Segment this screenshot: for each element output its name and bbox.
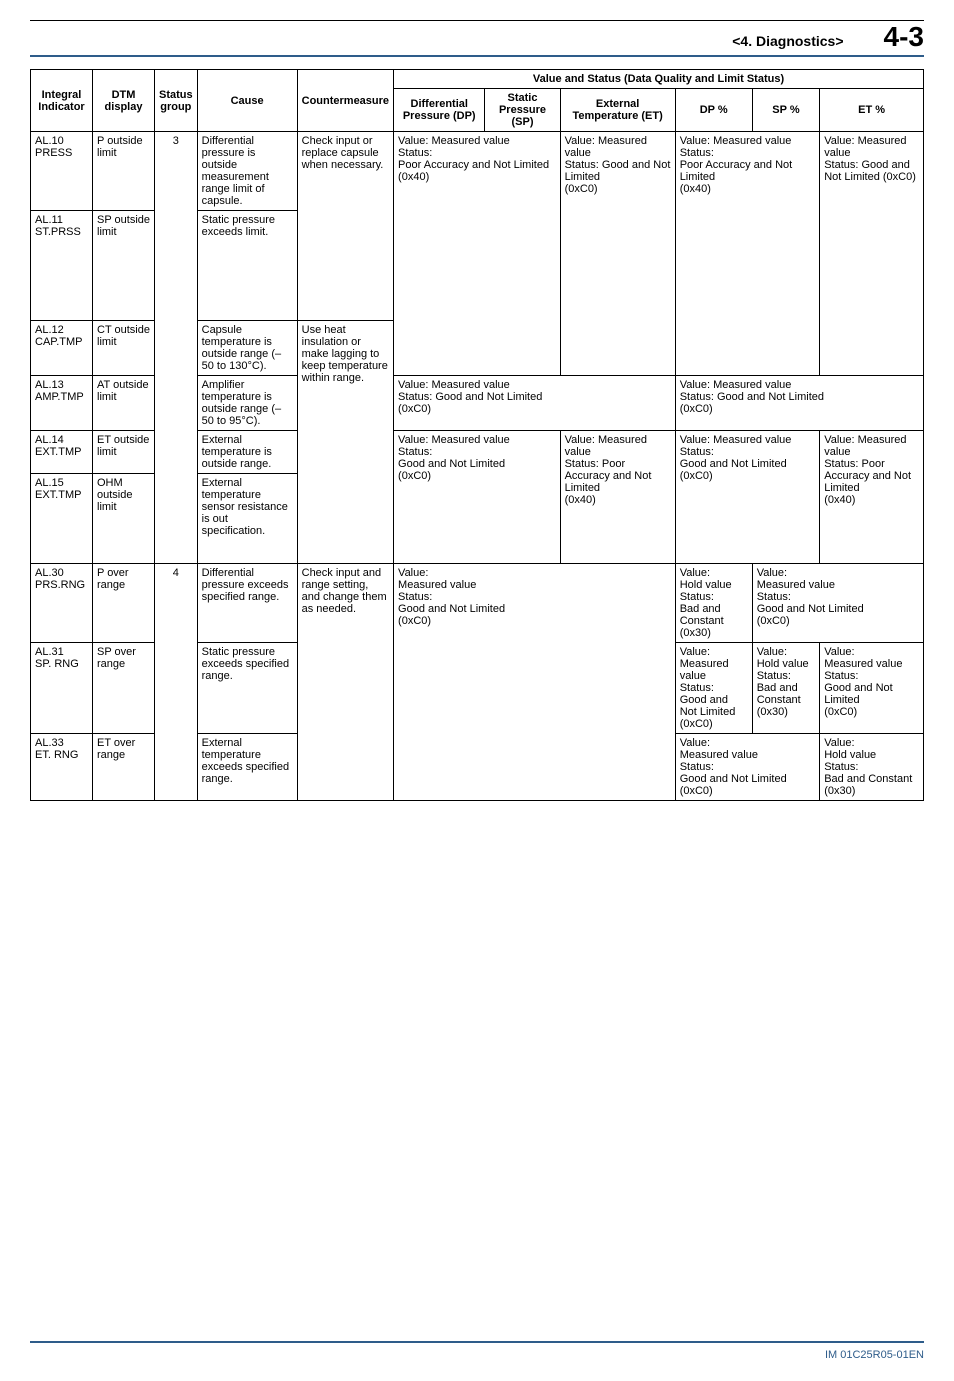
cell-dp-sp-pct: Value: Measured value Status: Good and N… (675, 734, 820, 801)
cell-cause: Differential pressure is outside measure… (197, 132, 297, 211)
col-et-pct: ET % (820, 89, 924, 132)
cell-et-pct: Value: Measured value Status: Good and N… (820, 132, 924, 376)
table-row: AL.10 PRESS P outside limit 3 Differenti… (31, 132, 924, 211)
col-dp-pct: DP % (675, 89, 752, 132)
cell-dtm: SP over range (93, 643, 155, 734)
page-number: 4-3 (884, 21, 924, 53)
cell-et-ext: Value: Measured value Status: Poor Accur… (560, 431, 675, 564)
cell-dtm: P over range (93, 564, 155, 643)
cell-integral: AL.13 AMP.TMP (31, 376, 93, 431)
cell-status-group: 3 (155, 132, 198, 564)
footer: IM 01C25R05-01EN (30, 1341, 924, 1361)
cell-cause: Differential pressure exceeds specified … (197, 564, 297, 643)
cell-integral: AL.11 ST.PRSS (31, 211, 93, 321)
cell-dp-full: Value: Measured value Status: Good and N… (394, 564, 676, 801)
cell-dp-sp: Value: Measured value Status: Good and N… (394, 431, 561, 564)
cell-cause: Amplifier temperature is outside range (… (197, 376, 297, 431)
cell-integral: AL.30 PRS.RNG (31, 564, 93, 643)
page-header: <4. Diagnostics> 4-3 (30, 20, 924, 53)
cell-sp-pct: Value: Hold value Status: Bad and Consta… (752, 643, 820, 734)
col-dtm: DTM display (93, 70, 155, 132)
cell-dtm: P outside limit (93, 132, 155, 211)
cell-dp-pct-full: Value: Measured value Status: Good and N… (675, 376, 923, 431)
cell-dtm: SP outside limit (93, 211, 155, 321)
col-super-header: Value and Status (Data Quality and Limit… (394, 70, 924, 89)
cell-integral: AL.15 EXT.TMP (31, 474, 93, 564)
cell-cause: External temperature sensor resistance i… (197, 474, 297, 564)
cell-integral: AL.14 EXT.TMP (31, 431, 93, 474)
cell-dp-sp: Value: Measured value Status: Poor Accur… (394, 132, 561, 376)
cell-cause: Static pressure exceeds specified range. (197, 643, 297, 734)
cell-status-group: 4 (155, 564, 198, 801)
cell-dp-pct: Value: Measured value Status: Good and N… (675, 643, 752, 734)
col-countermeasure: Countermeasure (297, 70, 393, 132)
diagnostics-table: Integral Indicator DTM display Status gr… (30, 69, 924, 801)
cell-integral: AL.10 PRESS (31, 132, 93, 211)
doc-id: IM 01C25R05-01EN (825, 1349, 924, 1361)
cell-et-pct: Value: Measured value Status: Poor Accur… (820, 431, 924, 564)
cell-integral: AL.12 CAP.TMP (31, 321, 93, 376)
col-sp-pct: SP % (752, 89, 820, 132)
cell-et-pct: Value: Measured value Status: Good and N… (820, 643, 924, 734)
breadcrumb: <4. Diagnostics> (732, 33, 843, 49)
cell-dp-full: Value: Measured value Status: Good and N… (394, 376, 676, 431)
cell-dtm: ET over range (93, 734, 155, 801)
cell-cause: External temperature is outside range. (197, 431, 297, 474)
cell-sp-pct: Value: Measured value Status: Good and N… (752, 564, 923, 643)
col-dp: Differential Pressure (DP) (394, 89, 485, 132)
col-integral: Integral Indicator (31, 70, 93, 132)
cell-dp-pct: Value: Hold value Status: Bad and Consta… (675, 564, 752, 643)
cell-countermeasure: Check input and range setting, and chang… (297, 564, 393, 801)
cell-cause: Capsule temperature is outside range (–5… (197, 321, 297, 376)
cell-dtm: OHM outside limit (93, 474, 155, 564)
cell-cause: External temperature exceeds specified r… (197, 734, 297, 801)
col-et-ext: External Temperature (ET) (560, 89, 675, 132)
cell-dtm: ET outside limit (93, 431, 155, 474)
cell-dtm: AT outside limit (93, 376, 155, 431)
cell-integral: AL.31 SP. RNG (31, 643, 93, 734)
cell-dp-sp-pct: Value: Measured value Status: Good and N… (675, 431, 820, 564)
cell-dp-sp-pct: Value: Measured value Status: Poor Accur… (675, 132, 820, 376)
cell-cause: Static pressure exceeds limit. (197, 211, 297, 321)
cell-integral: AL.33 ET. RNG (31, 734, 93, 801)
cell-et-pct: Value: Hold value Status: Bad and Consta… (820, 734, 924, 801)
col-sp: Static Pressure (SP) (485, 89, 560, 132)
cell-countermeasure: Check input or replace capsule when nece… (297, 132, 393, 321)
cell-dtm: CT outside limit (93, 321, 155, 376)
col-cause: Cause (197, 70, 297, 132)
cell-countermeasure: Use heat insulation or make lagging to k… (297, 321, 393, 564)
cell-et-ext: Value: Measured value Status: Good and N… (560, 132, 675, 376)
table-row: AL.30 PRS.RNG P over range 4 Differentia… (31, 564, 924, 643)
col-status-group: Status group (155, 70, 198, 132)
